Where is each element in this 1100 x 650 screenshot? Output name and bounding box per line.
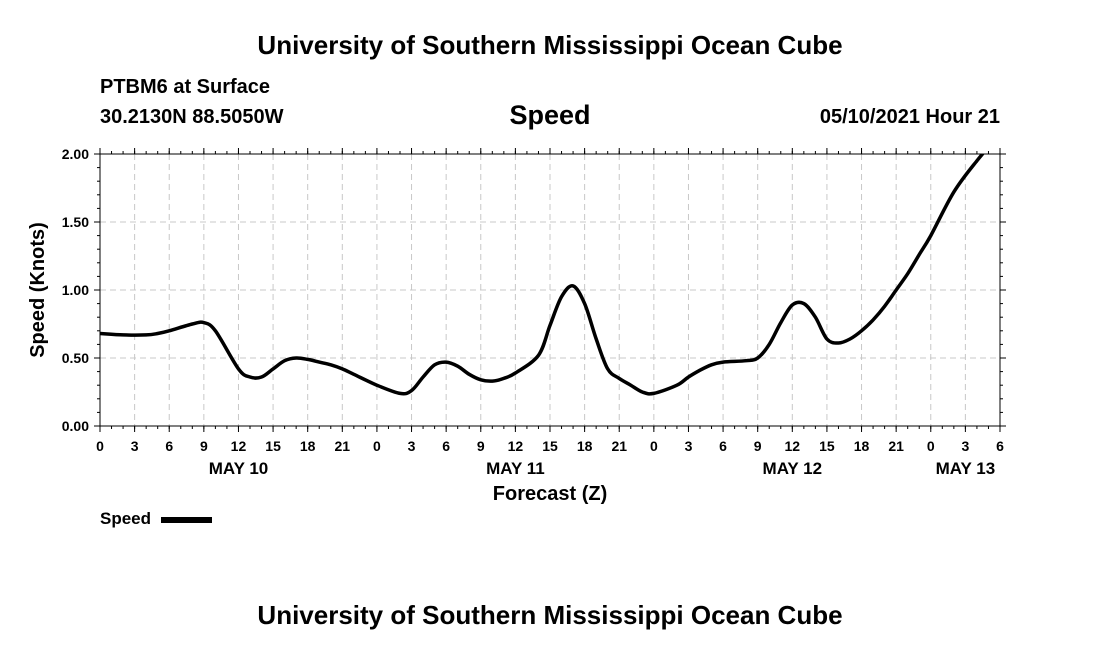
x-tick-label: 15: [542, 438, 558, 454]
x-tick-label: 15: [819, 438, 835, 454]
x-tick-label: 0: [96, 438, 104, 454]
chart-title-top: University of Southern Mississippi Ocean…: [257, 30, 843, 60]
y-tick-label: 0.00: [62, 418, 89, 434]
x-tick-label: 18: [577, 438, 593, 454]
x-tick-label: 0: [650, 438, 658, 454]
x-tick-label: 6: [442, 438, 450, 454]
legend-label: Speed: [100, 509, 151, 528]
x-tick-label: 3: [408, 438, 416, 454]
x-tick-label: 0: [927, 438, 935, 454]
forecast-datetime: 05/10/2021 Hour 21: [819, 106, 1000, 128]
speed-series-line: [100, 154, 985, 396]
x-tick-label: 6: [165, 438, 173, 454]
y-axis-label: Speed (Knots): [27, 222, 49, 358]
series-layer: [100, 154, 985, 396]
grid: [100, 154, 1000, 426]
axis-ticks: 0.00 0.50 1.00 1.50 2.00 0 3 6 9 12 15 18 21 0 3 6 9 12 15…: [62, 146, 1006, 478]
day-label: MAY 12: [763, 459, 823, 478]
x-tick-label: 9: [477, 438, 485, 454]
x-tick-label: 15: [265, 438, 281, 454]
y-tick-label: 1.50: [62, 214, 89, 230]
x-tick-label: 21: [611, 438, 627, 454]
x-tick-label: 6: [719, 438, 727, 454]
x-tick-label: 18: [300, 438, 316, 454]
x-axis-label: Forecast (Z): [493, 483, 607, 505]
x-tick-label: 21: [335, 438, 351, 454]
legend: Speed: [100, 509, 212, 528]
x-tick-label: 21: [888, 438, 904, 454]
x-tick-label: 18: [854, 438, 870, 454]
variable-title: Speed: [509, 100, 591, 130]
x-tick-label: 9: [754, 438, 762, 454]
station-label: PTBM6 at Surface: [100, 76, 271, 98]
x-tick-label: 12: [231, 438, 247, 454]
x-tick-label: 3: [685, 438, 693, 454]
x-tick-label: 0: [373, 438, 381, 454]
y-tick-label: 0.50: [62, 350, 89, 366]
coordinates-label: 30.2130N 88.5050W: [100, 106, 284, 128]
x-tick-label: 3: [961, 438, 969, 454]
x-tick-label: 9: [200, 438, 208, 454]
y-tick-label: 2.00: [62, 146, 89, 162]
chart-title-bottom: University of Southern Mississippi Ocean…: [257, 600, 843, 630]
x-tick-label: 3: [131, 438, 139, 454]
day-label: MAY 11: [486, 459, 545, 478]
day-label: MAY 10: [209, 459, 269, 478]
x-tick-label: 12: [508, 438, 524, 454]
x-tick-label: 6: [996, 438, 1004, 454]
day-label: MAY 13: [936, 459, 996, 478]
y-tick-label: 1.00: [62, 282, 89, 298]
x-tick-label: 12: [785, 438, 801, 454]
